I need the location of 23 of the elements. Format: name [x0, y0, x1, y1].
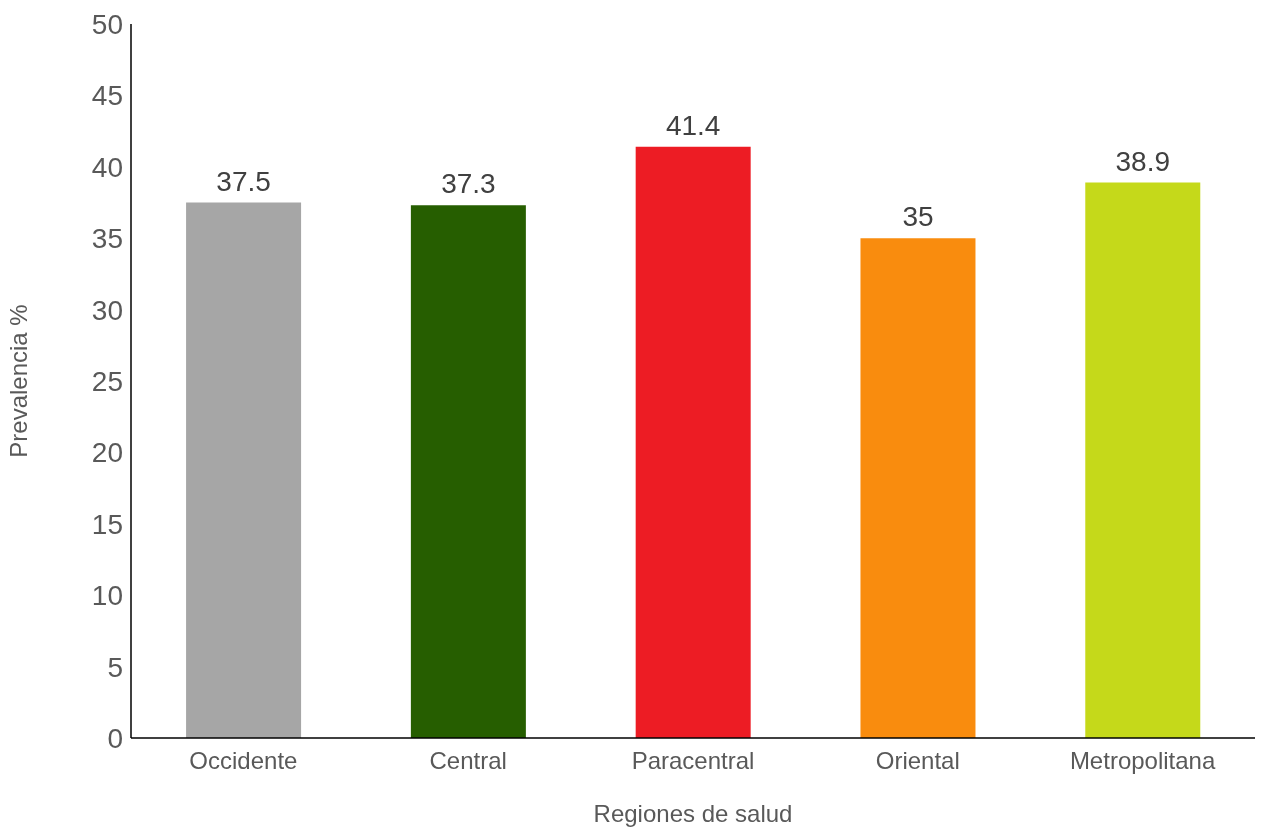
y-tick-label: 35: [91, 223, 123, 255]
y-tick-label: 30: [91, 294, 123, 326]
x-tick-label: Occidente: [189, 747, 298, 775]
x-tick-label: Oriental: [875, 747, 960, 775]
y-tick-label: 10: [91, 580, 123, 612]
x-tick-label: Central: [429, 747, 507, 775]
y-tick-label: 50: [91, 8, 123, 40]
y-tick-label: 5: [107, 651, 123, 683]
y-tick-label: 25: [91, 365, 123, 397]
y-tick-label: 45: [91, 80, 123, 112]
data-label: 37.3: [441, 168, 496, 200]
y-tick-label: 20: [91, 437, 123, 469]
data-label: 38.9: [1115, 145, 1171, 177]
data-label: 35: [902, 201, 934, 233]
data-label: 37.5: [216, 165, 271, 197]
data-label: 41.4: [665, 109, 721, 141]
x-tick-label: Paracentral: [631, 747, 755, 775]
y-tick-label: 0: [107, 722, 123, 754]
x-tick-label: Metropolitana: [1069, 747, 1216, 775]
y-tick-label: 15: [91, 508, 123, 540]
y-tick-label: 40: [91, 151, 123, 183]
x-axis-title: Regiones de salud: [593, 800, 793, 827]
y-axis-title: Prevalencia %: [4, 304, 32, 458]
